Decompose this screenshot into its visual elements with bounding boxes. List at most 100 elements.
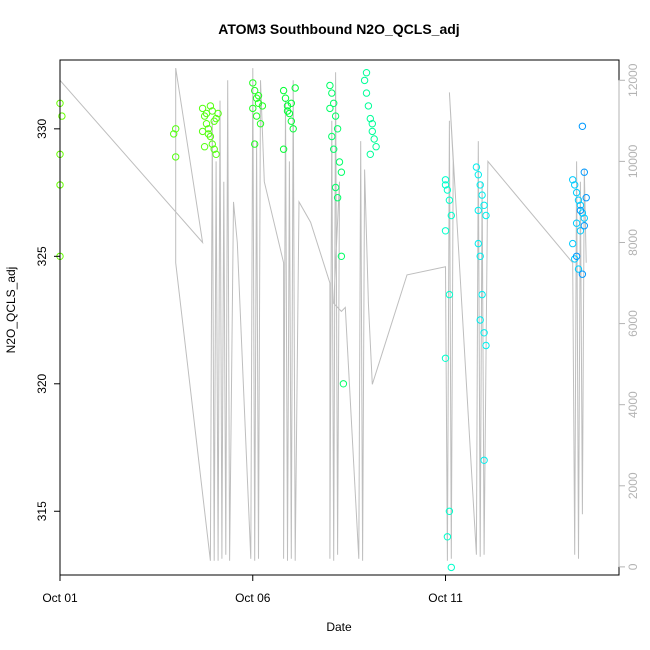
y-tick-label: 330	[35, 119, 49, 139]
x-tick-label: Oct 11	[428, 591, 463, 605]
data-point	[572, 219, 581, 227]
y-tick-label: 320	[35, 373, 49, 393]
data-point	[366, 150, 374, 159]
right-y-tick-label: 6000	[626, 310, 640, 337]
data-point	[328, 132, 336, 141]
altitude-track-layer	[59, 68, 587, 561]
data-point	[578, 122, 587, 131]
data-point	[441, 181, 450, 189]
y-axis-right: 0 2000 4000 6000 8000 10000 12000	[618, 63, 640, 570]
data-point	[330, 145, 338, 153]
data-point	[580, 214, 588, 222]
data-point	[279, 86, 288, 95]
data-point	[578, 270, 587, 278]
data-point	[441, 227, 450, 235]
altitude-line	[59, 68, 587, 561]
data-point	[364, 102, 373, 110]
data-point	[574, 196, 583, 204]
data-points-layer	[56, 69, 590, 572]
data-point	[480, 329, 488, 337]
chart-title: ATOM3 Southbound N2O_QCLS_adj	[218, 21, 459, 37]
data-point	[170, 130, 178, 138]
y-axis: 315 320 325 330	[35, 119, 60, 521]
data-point	[206, 102, 215, 110]
data-point	[252, 112, 261, 120]
data-point	[572, 188, 581, 197]
data-point	[58, 112, 66, 120]
data-point	[445, 196, 454, 204]
data-point	[576, 201, 585, 210]
data-point	[472, 163, 481, 171]
y-tick-label: 325	[35, 246, 49, 266]
data-point	[482, 211, 490, 220]
data-point	[249, 104, 257, 113]
data-point	[447, 211, 455, 220]
data-point	[287, 117, 295, 125]
data-point	[335, 158, 344, 166]
data-point	[447, 563, 455, 572]
data-point	[251, 140, 259, 148]
data-point	[339, 380, 348, 388]
data-point	[478, 290, 486, 299]
data-point	[480, 201, 488, 210]
data-point	[482, 341, 490, 350]
data-point	[476, 316, 484, 324]
right-y-tick-label: 0	[626, 563, 640, 570]
data-point	[580, 222, 588, 230]
data-point	[368, 120, 376, 128]
data-point	[443, 533, 452, 541]
data-point	[212, 150, 220, 159]
data-point	[249, 79, 257, 87]
y-tick-label: 315	[35, 501, 49, 521]
data-point	[330, 99, 338, 108]
data-point	[474, 171, 482, 179]
data-point	[360, 76, 369, 85]
data-point	[569, 239, 577, 248]
data-point	[333, 125, 342, 133]
right-y-tick-label: 12000	[626, 63, 640, 97]
data-point	[256, 120, 265, 128]
data-point	[291, 84, 299, 92]
data-point	[208, 140, 217, 148]
data-point	[281, 94, 290, 102]
data-point	[331, 183, 340, 192]
data-point	[200, 143, 209, 151]
data-point	[258, 102, 267, 110]
right-y-tick-label: 8000	[626, 229, 640, 256]
data-point	[366, 114, 374, 123]
data-point	[198, 104, 207, 113]
data-point	[572, 252, 581, 260]
data-point	[576, 227, 585, 235]
data-point	[368, 127, 376, 136]
data-point	[172, 153, 180, 161]
data-point	[337, 252, 346, 260]
data-point	[326, 104, 334, 113]
data-point	[326, 81, 334, 90]
data-point	[283, 102, 292, 110]
data-point	[362, 89, 371, 97]
data-point	[441, 354, 450, 362]
plot-frame	[59, 59, 620, 576]
data-point	[474, 239, 482, 248]
data-point	[576, 206, 585, 215]
data-point	[212, 114, 220, 123]
data-point	[204, 130, 213, 138]
y-axis-label: N2O_QCLS_adj	[4, 267, 18, 354]
data-point	[331, 112, 340, 120]
data-point	[480, 456, 488, 464]
data-point	[283, 107, 292, 115]
right-y-tick-label: 10000	[626, 144, 640, 178]
data-point	[441, 176, 450, 184]
x-tick-label: Oct 01	[42, 591, 78, 605]
data-point	[362, 69, 371, 77]
data-point	[337, 168, 346, 176]
x-axis: Oct 01 Oct 06 Oct 11	[42, 575, 463, 605]
right-y-tick-label: 2000	[626, 472, 640, 499]
data-point	[478, 191, 486, 199]
data-point	[574, 265, 583, 273]
data-point	[172, 125, 180, 133]
data-point	[202, 120, 211, 128]
data-point	[254, 99, 263, 108]
data-point	[445, 290, 454, 299]
data-point	[370, 135, 378, 143]
